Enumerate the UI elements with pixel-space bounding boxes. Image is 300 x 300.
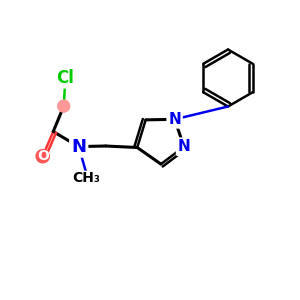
Text: N: N xyxy=(71,138,86,156)
Text: N: N xyxy=(178,139,190,154)
Circle shape xyxy=(58,100,70,112)
Text: O: O xyxy=(37,149,49,163)
Circle shape xyxy=(36,150,49,163)
Text: CH₃: CH₃ xyxy=(72,171,100,185)
Text: Cl: Cl xyxy=(56,69,74,87)
Text: N: N xyxy=(168,112,181,127)
